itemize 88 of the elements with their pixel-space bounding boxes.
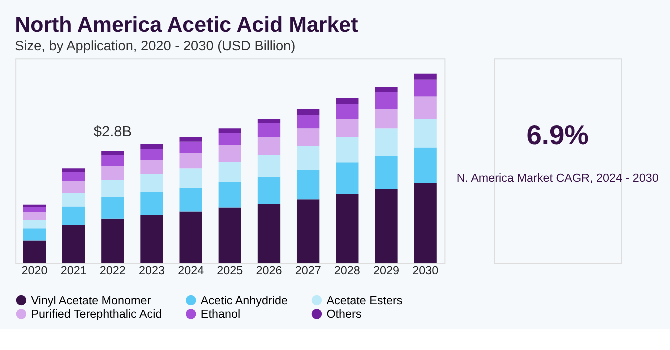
bar [62, 224, 86, 264]
bar [375, 88, 398, 92]
legend-label: Ethanol [200, 308, 241, 322]
bar [102, 197, 124, 219]
bar [180, 188, 202, 212]
bar [414, 80, 437, 97]
annotation: $2.8B [94, 124, 132, 141]
bar [140, 192, 164, 215]
bar [296, 200, 320, 264]
bar [258, 204, 281, 264]
bar [180, 142, 202, 154]
x-tick-label: 2021 [60, 264, 87, 278]
x-tick-label: 2023 [138, 264, 166, 278]
legend-label: Acetate Esters [326, 294, 403, 308]
bar [414, 74, 437, 80]
bar [336, 194, 359, 264]
bar [62, 168, 86, 172]
legend-label: Purified Terephthalic Acid [31, 308, 162, 322]
legend-label: Vinyl Acetate Monomer [31, 294, 152, 308]
bar [258, 118, 281, 123]
text: N. America Market CAGR, 2024 - 2030 [456, 172, 660, 186]
x-tick-label: 2027 [295, 264, 322, 278]
bar [218, 145, 242, 162]
bar [258, 176, 281, 204]
legend-label: Others [326, 308, 362, 322]
bar [23, 204, 46, 208]
bar [62, 193, 86, 207]
bar [258, 137, 281, 156]
bar [414, 183, 437, 264]
bar [140, 174, 164, 192]
bar [62, 172, 86, 182]
text: 6.9% [526, 120, 589, 151]
bar [62, 181, 86, 194]
bar [218, 182, 242, 208]
bar [296, 128, 320, 146]
x-tick-label: 2020 [22, 264, 48, 278]
bar [23, 240, 46, 264]
bar [102, 166, 124, 180]
bar [140, 144, 164, 149]
bar [375, 190, 398, 264]
bar [296, 170, 320, 200]
bar [336, 104, 359, 120]
bar [258, 155, 281, 177]
bar [258, 122, 281, 138]
bar [102, 151, 124, 156]
bar [102, 155, 124, 166]
bar [296, 108, 320, 116]
x-tick-label: 2022 [100, 264, 126, 278]
bar [414, 96, 437, 119]
bar [336, 137, 359, 163]
bar [102, 218, 124, 264]
bar [140, 160, 164, 175]
bar [23, 212, 46, 220]
x-tick-label: 2030 [412, 264, 440, 278]
chart-title: North America Acetic Acid Market [15, 12, 358, 37]
bar [336, 98, 359, 104]
bar [218, 133, 242, 146]
chart-subtitle: Size, by Application, 2020 - 2030 (USD Billion) [15, 38, 296, 54]
bar [218, 162, 242, 182]
bar [23, 228, 46, 241]
x-tick-label: 2025 [217, 264, 244, 278]
bar [180, 154, 202, 169]
bar [414, 148, 437, 184]
bar [140, 214, 164, 264]
bar [180, 137, 202, 142]
bar [102, 180, 124, 198]
bar [414, 118, 437, 148]
bar [336, 162, 359, 194]
x-tick-label: 2024 [178, 264, 205, 278]
x-tick-label: 2029 [373, 264, 400, 278]
x-tick-label: 2026 [256, 264, 282, 278]
bar [180, 168, 202, 188]
bar [180, 212, 202, 264]
bar [296, 146, 320, 170]
bar [218, 208, 242, 264]
bar [375, 156, 398, 190]
legend-label: Acetic Anhydride [200, 294, 288, 308]
bar [375, 92, 398, 110]
bar [62, 206, 86, 225]
bar [23, 207, 46, 212]
bar [218, 128, 242, 134]
bar [140, 148, 164, 160]
bar [23, 220, 46, 229]
bar [296, 115, 320, 129]
bar [375, 109, 398, 129]
bar [336, 119, 359, 138]
bar [375, 128, 398, 156]
x-tick-label: 2028 [334, 264, 360, 278]
